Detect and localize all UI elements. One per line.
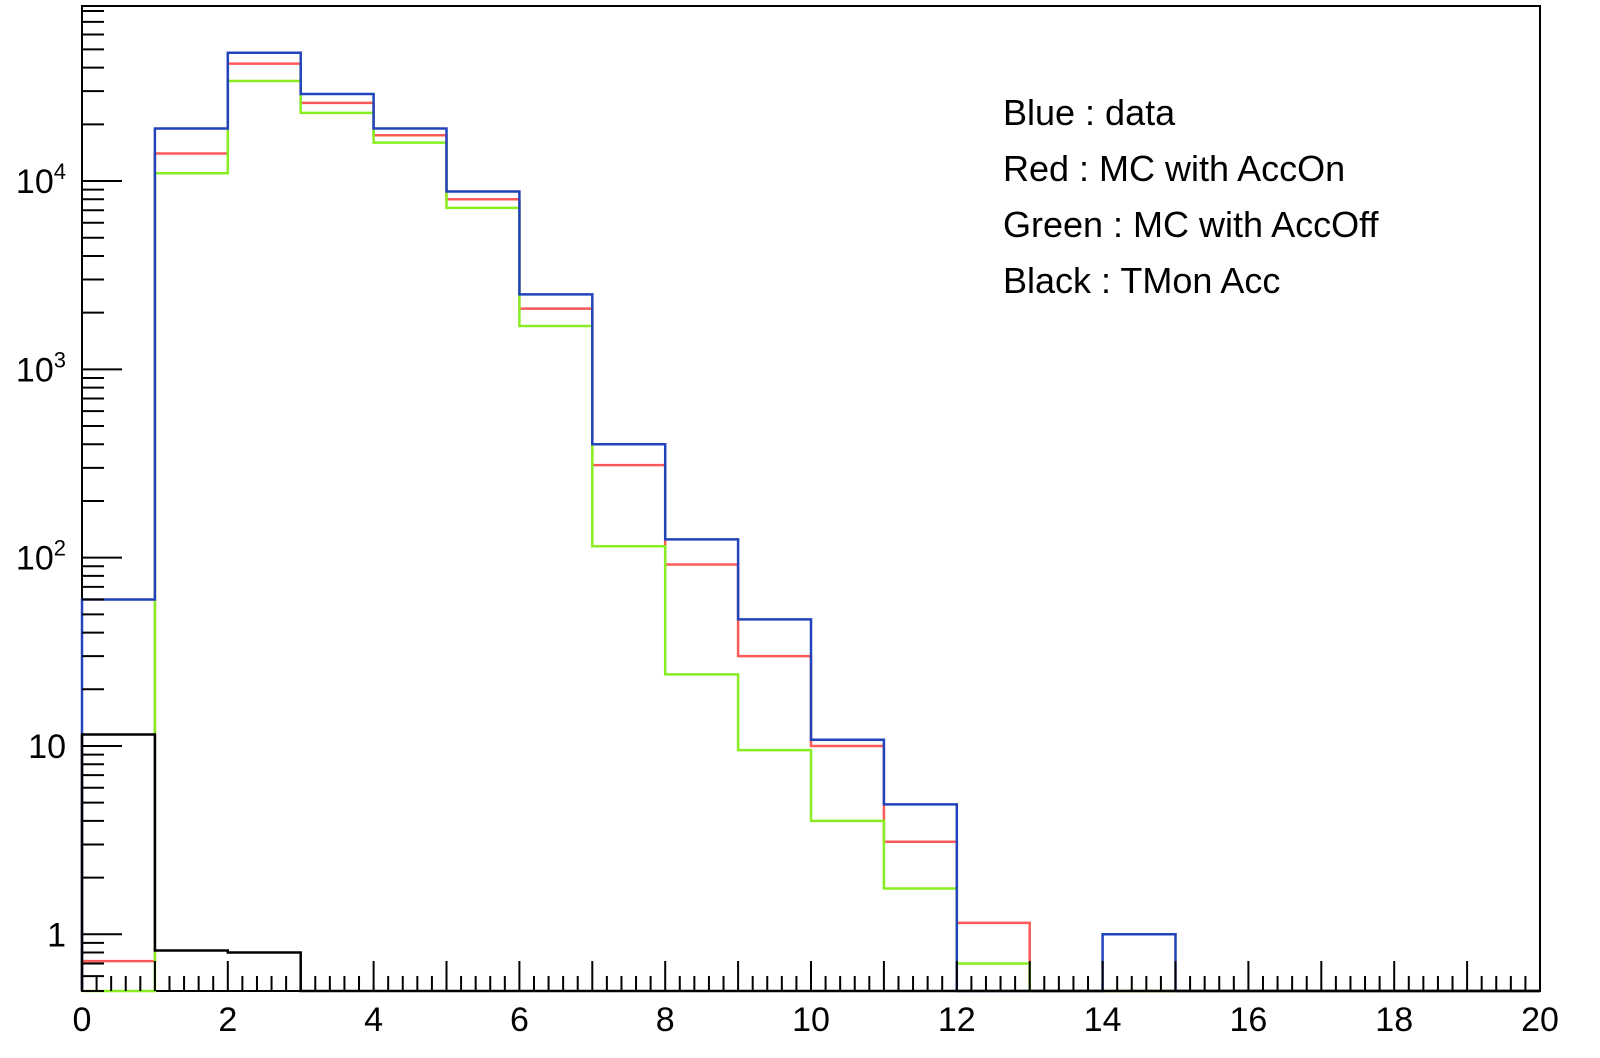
legend-annotation-line: Black : TMon Acc (1003, 260, 1280, 301)
x-tick-label: 12 (938, 1001, 976, 1039)
x-tick-label: 10 (792, 1001, 830, 1039)
x-tick-label: 8 (656, 1001, 675, 1039)
legend-annotation-line: Red : MC with AccOn (1003, 148, 1345, 189)
x-tick-label: 2 (218, 1001, 237, 1039)
axis-layer: 0 2 4 6 8 10 12 14 16 18 20 1 10 102 103 104 (16, 9, 1559, 1039)
legend-annotation-line: Green : MC with AccOff (1003, 204, 1379, 245)
y-tick-label: 104 (16, 159, 66, 201)
histogram-series-2 (80, 51, 1540, 993)
x-tick-label: 20 (1521, 1001, 1559, 1039)
histogram-series-0 (80, 62, 1540, 993)
y-tick-label: 1 (47, 916, 66, 954)
x-tick-label: 4 (364, 1001, 383, 1039)
legend-annotation-line: Blue : data (1003, 92, 1176, 133)
x-tick-label: 18 (1375, 1001, 1413, 1039)
legend-annotation: Blue : data Red : MC with AccOn Green : MC… (1003, 92, 1379, 301)
x-tick-label: 14 (1084, 1001, 1122, 1039)
x-tick-label: 0 (73, 1001, 92, 1039)
x-tick-label: 6 (510, 1001, 529, 1039)
series-layer (80, 51, 1540, 993)
y-tick-label: 103 (16, 347, 66, 389)
y-tick-label: 102 (16, 536, 66, 578)
y-tick-label: 10 (28, 728, 66, 766)
x-tick-label: 16 (1229, 1001, 1267, 1039)
